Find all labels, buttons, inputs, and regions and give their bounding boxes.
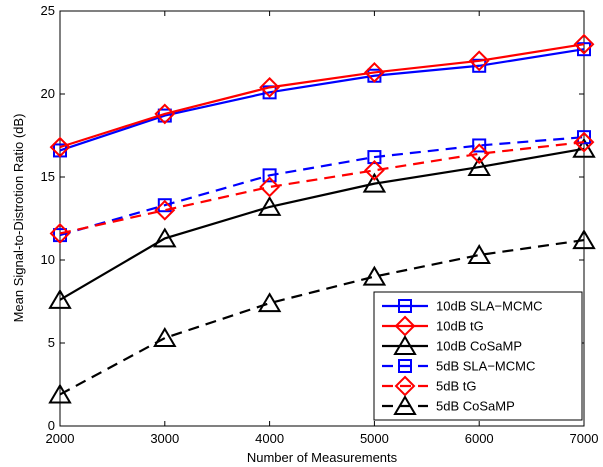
x-tick-label: 5000 <box>360 431 389 446</box>
legend-item: 10dB CoSaMP <box>382 335 522 355</box>
diamond-marker <box>363 159 385 181</box>
diamond-marker <box>259 176 281 198</box>
legend-item: 5dB SLA−MCMC <box>382 359 535 374</box>
triangle-marker <box>257 292 282 313</box>
legend-item: 10dB SLA−MCMC <box>382 299 543 314</box>
diamond-marker <box>259 76 281 98</box>
y-tick-label: 5 <box>48 335 55 350</box>
triangle-marker <box>362 265 387 286</box>
legend-label: 5dB tG <box>436 379 476 394</box>
series-line <box>59 43 585 149</box>
square-marker <box>157 198 172 213</box>
series-5 <box>48 229 596 404</box>
square-marker <box>398 299 412 313</box>
legend-label: 10dB CoSaMP <box>436 339 522 354</box>
triangle-marker <box>257 195 282 216</box>
square-marker <box>472 138 487 153</box>
triangle-marker <box>467 244 491 265</box>
diamond-marker <box>363 62 385 83</box>
triangle-marker <box>393 335 417 355</box>
legend-label: 10dB SLA−MCMC <box>436 299 543 314</box>
y-tick-label: 15 <box>41 169 55 184</box>
series-layer <box>48 33 596 404</box>
legend: 10dB SLA−MCMC 10dB tG 10dB CoSaMP 5dB SLA−M… <box>373 291 583 421</box>
series-1 <box>49 33 595 158</box>
x-axis: 2000 3000 4000 5000 6000 7000 <box>46 11 599 446</box>
series-line <box>59 136 585 237</box>
series-line <box>59 238 585 396</box>
x-tick-label: 2000 <box>46 431 75 446</box>
series-4 <box>49 131 595 244</box>
series-line <box>59 147 585 301</box>
series-2 <box>48 137 596 309</box>
triangle-marker <box>467 156 491 177</box>
triangle-marker <box>393 395 417 415</box>
diamond-marker <box>49 223 71 244</box>
y-tick-label: 25 <box>41 3 55 18</box>
diamond-marker <box>468 50 490 72</box>
triangle-marker <box>153 327 177 348</box>
series-line <box>59 48 585 152</box>
triangle-marker <box>48 383 72 404</box>
diamond-marker <box>468 143 490 165</box>
triangle-marker <box>572 137 596 158</box>
x-tick-label: 6000 <box>465 431 494 446</box>
diamond-marker <box>49 136 71 158</box>
square-marker <box>367 150 382 165</box>
diamond-marker <box>573 131 595 153</box>
y-axis-label: Mean Signal-to-Distrotion Ratio (dB) <box>11 114 26 323</box>
legend-item: 10dB tG <box>382 315 484 337</box>
x-axis-label: Number of Measurements <box>247 450 398 465</box>
x-tick-label: 3000 <box>150 431 179 446</box>
legend-label: 10dB tG <box>436 319 484 334</box>
triangle-marker <box>48 288 72 309</box>
triangle-marker <box>572 229 596 250</box>
y-tick-label: 10 <box>41 252 55 267</box>
x-tick-label: 4000 <box>255 431 284 446</box>
square-marker <box>262 168 277 183</box>
triangle-marker <box>362 172 387 193</box>
diamond-marker <box>154 103 176 125</box>
diamond-marker <box>154 199 176 221</box>
legend-item: 5dB CoSaMP <box>382 395 515 415</box>
legend-box <box>373 291 583 421</box>
diamond-marker <box>394 315 416 337</box>
diamond-marker <box>573 33 595 55</box>
legend-item: 5dB tG <box>382 375 476 397</box>
legend-label: 5dB CoSaMP <box>436 399 515 414</box>
legend-label: 5dB SLA−MCMC <box>436 359 535 374</box>
y-tick-label: 20 <box>41 86 55 101</box>
triangle-marker <box>153 227 177 248</box>
square-marker <box>577 42 591 57</box>
y-axis: 0 5 10 15 20 25 <box>41 3 584 433</box>
diamond-marker <box>394 375 416 397</box>
square-marker <box>398 359 412 373</box>
y-tick-label: 0 <box>48 418 55 433</box>
x-tick-label: 7000 <box>570 431 599 446</box>
